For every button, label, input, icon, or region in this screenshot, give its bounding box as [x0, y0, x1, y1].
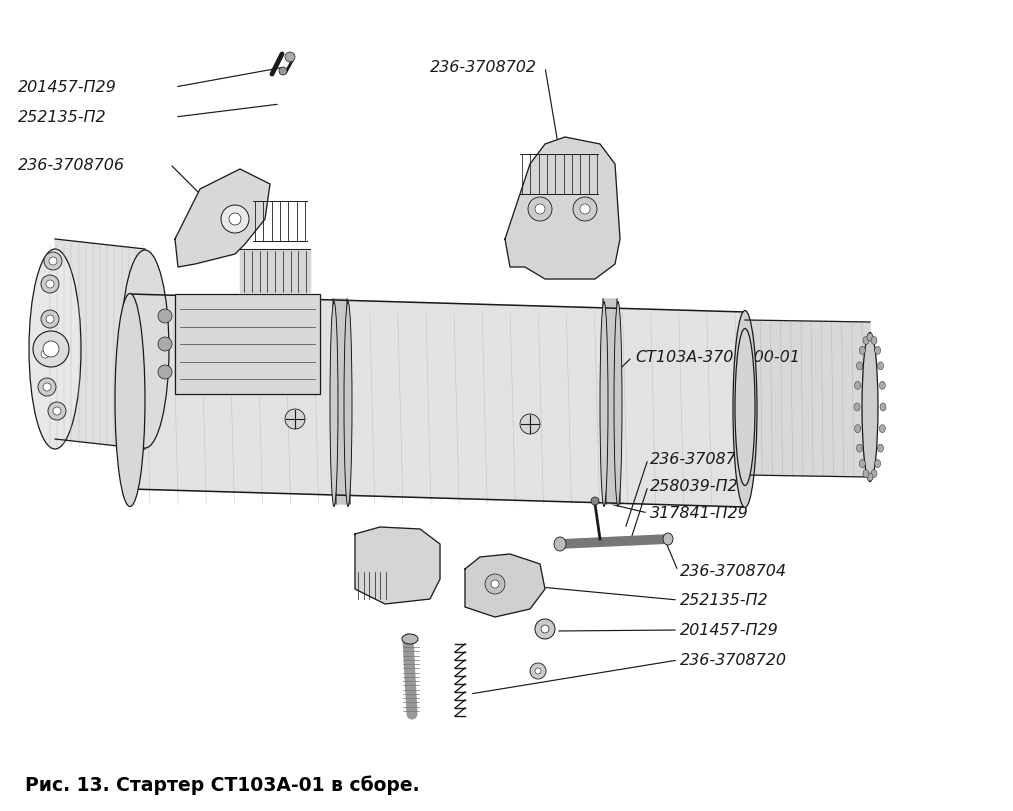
Ellipse shape — [856, 444, 862, 453]
Circle shape — [44, 253, 62, 271]
Ellipse shape — [879, 382, 885, 390]
Ellipse shape — [874, 347, 880, 355]
Ellipse shape — [856, 363, 862, 371]
Circle shape — [573, 198, 597, 221]
Ellipse shape — [344, 303, 352, 507]
Circle shape — [41, 350, 49, 358]
Circle shape — [38, 379, 56, 397]
Polygon shape — [175, 169, 270, 268]
Polygon shape — [355, 527, 440, 604]
Text: 258039-П29: 258039-П29 — [650, 479, 749, 494]
Ellipse shape — [877, 363, 883, 371]
Circle shape — [158, 310, 172, 324]
Circle shape — [535, 204, 545, 215]
Circle shape — [46, 281, 54, 289]
Circle shape — [221, 206, 249, 234]
Circle shape — [279, 68, 287, 76]
Ellipse shape — [867, 474, 873, 482]
Circle shape — [41, 276, 59, 294]
Circle shape — [46, 315, 54, 324]
Ellipse shape — [733, 311, 757, 508]
Text: 236-3708702: 236-3708702 — [430, 61, 537, 75]
Ellipse shape — [600, 303, 608, 507]
Circle shape — [520, 414, 540, 435]
Polygon shape — [745, 320, 870, 478]
Circle shape — [591, 497, 599, 505]
Circle shape — [580, 204, 590, 215]
Ellipse shape — [854, 404, 860, 411]
Circle shape — [491, 581, 499, 588]
Ellipse shape — [855, 425, 861, 433]
Circle shape — [49, 258, 57, 266]
Circle shape — [43, 384, 51, 392]
Text: 252135-П2: 252135-П2 — [18, 110, 106, 126]
Polygon shape — [240, 250, 310, 294]
Text: СТ103А-3708000-01: СТ103А-3708000-01 — [635, 350, 800, 365]
Circle shape — [285, 410, 305, 430]
Ellipse shape — [863, 337, 869, 345]
Circle shape — [33, 332, 69, 367]
Circle shape — [535, 620, 555, 639]
Ellipse shape — [121, 251, 169, 448]
Circle shape — [158, 337, 172, 351]
Text: 236-3708720: 236-3708720 — [680, 653, 787, 667]
Ellipse shape — [871, 470, 877, 478]
Ellipse shape — [29, 250, 81, 449]
Ellipse shape — [862, 333, 878, 482]
Polygon shape — [603, 299, 620, 504]
Ellipse shape — [330, 303, 338, 507]
Text: 236-3708706: 236-3708706 — [18, 157, 125, 172]
Text: 317841-П29: 317841-П29 — [650, 506, 749, 521]
Circle shape — [528, 198, 552, 221]
Text: 236-3708704: 236-3708704 — [680, 564, 787, 579]
Ellipse shape — [614, 303, 622, 507]
Ellipse shape — [735, 329, 755, 486]
Text: Рис. 13. Стартер СТ103А-01 в сборе.: Рис. 13. Стартер СТ103А-01 в сборе. — [25, 775, 419, 794]
Text: 201457-П29: 201457-П29 — [18, 80, 116, 96]
Ellipse shape — [115, 294, 145, 507]
Ellipse shape — [663, 534, 673, 545]
Circle shape — [229, 214, 241, 225]
Circle shape — [43, 341, 59, 358]
Text: 252135-П2: 252135-П2 — [680, 593, 769, 607]
Ellipse shape — [402, 634, 418, 644]
Ellipse shape — [871, 337, 877, 345]
Polygon shape — [55, 240, 145, 449]
Text: 201457-П29: 201457-П29 — [680, 623, 779, 637]
Circle shape — [535, 668, 541, 674]
Ellipse shape — [867, 333, 873, 341]
Ellipse shape — [855, 382, 861, 390]
Circle shape — [530, 663, 546, 679]
Circle shape — [48, 402, 66, 420]
Circle shape — [285, 53, 295, 63]
Ellipse shape — [859, 347, 865, 355]
Ellipse shape — [859, 460, 865, 468]
Circle shape — [53, 407, 61, 415]
Circle shape — [158, 366, 172, 380]
Text: 236-3708712: 236-3708712 — [650, 452, 757, 467]
Circle shape — [36, 345, 54, 363]
Circle shape — [485, 574, 505, 594]
Polygon shape — [465, 554, 545, 617]
Ellipse shape — [554, 538, 566, 551]
Polygon shape — [333, 299, 350, 504]
Circle shape — [541, 625, 549, 633]
Ellipse shape — [880, 404, 886, 411]
Ellipse shape — [879, 425, 885, 433]
Ellipse shape — [863, 470, 869, 478]
Polygon shape — [130, 294, 745, 508]
Circle shape — [41, 311, 59, 328]
Ellipse shape — [874, 460, 880, 468]
Ellipse shape — [877, 444, 883, 453]
Polygon shape — [505, 138, 620, 280]
FancyBboxPatch shape — [175, 294, 320, 394]
